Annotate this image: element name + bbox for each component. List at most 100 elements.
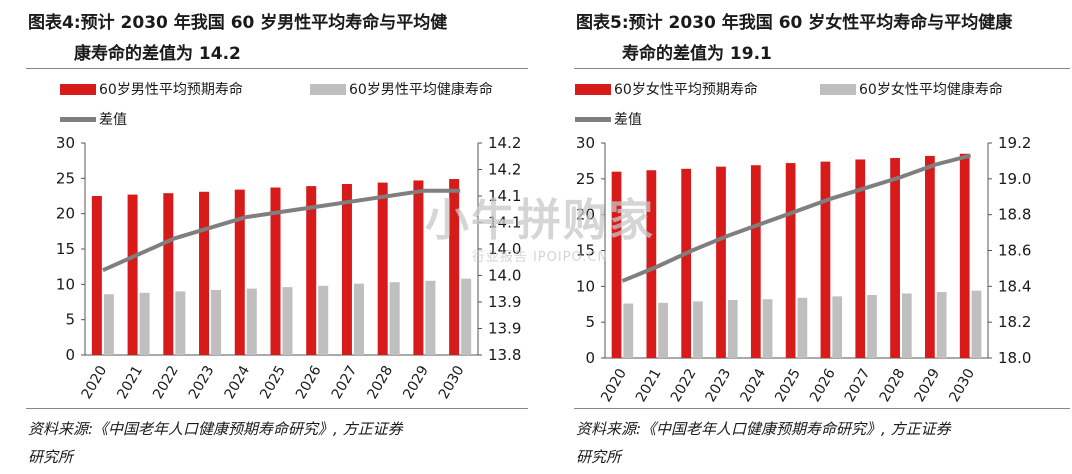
bar-left-series1 [413, 180, 424, 355]
x-tick-label: 2026 [293, 363, 325, 402]
chart-title-line1: 图表5:预计 2030 年我国 60 岁女性平均寿命与平均健康 [576, 13, 1013, 33]
chart-plot-male: 05101520253013.813.913.914.014.014.114.1… [56, 134, 522, 402]
y-tick-label-right: 13.9 [488, 320, 521, 338]
x-tick-label: 2028 [877, 366, 909, 405]
chart-title-line2: 康寿命的差值为 14.2 [74, 44, 241, 64]
y-tick-label-right: 13.9 [488, 293, 521, 311]
y-tick-label-right: 14.2 [488, 134, 521, 152]
source-line2: 研究所 [28, 448, 74, 466]
y-tick-label-left: 15 [576, 242, 595, 260]
y-tick-label-left: 10 [56, 275, 75, 293]
legend-label-bar1: 60岁女性平均预期寿命 [614, 82, 758, 98]
bar-left-series1 [163, 193, 174, 355]
legend-label-line: 差值 [614, 112, 642, 128]
y-tick-label-right: 18.0 [998, 349, 1031, 367]
bar-left-series1 [270, 187, 281, 355]
y-tick-label-right: 14.2 [488, 161, 521, 179]
y-tick-label-right: 14.0 [488, 267, 521, 285]
bar-left-series1 [750, 165, 761, 358]
bar-left-series1 [91, 196, 102, 355]
bar-left-series2 [971, 290, 982, 358]
chart-source: 资料来源:《中国老年人口健康预期寿命研究》, 方正证券 研究所 [28, 415, 528, 471]
x-tick-label: 2029 [912, 366, 944, 405]
legend-swatch-bar2 [820, 83, 856, 95]
x-tick-label: 2027 [329, 363, 361, 402]
y-tick-label-right: 18.6 [998, 242, 1031, 260]
x-tick-label: 2026 [807, 366, 839, 405]
bar-left-series2 [797, 297, 808, 358]
x-tick-label: 2025 [257, 363, 289, 402]
x-tick-label: 2030 [946, 366, 978, 405]
chart-panel-female: 图表5:预计 2030 年我国 60 岁女性平均寿命与平均健康 寿命的差值为 1… [548, 0, 1072, 474]
bar-left-series2 [353, 283, 364, 355]
bar-left-series1 [959, 153, 970, 358]
x-tick-label: 2028 [364, 363, 396, 402]
legend-label-bar1: 60岁男性平均预期寿命 [99, 82, 243, 98]
x-tick-label: 2021 [114, 363, 146, 402]
legend-item-bar1: 60岁女性平均预期寿命 [575, 79, 758, 99]
bar-left-series1 [306, 186, 317, 355]
x-tick-label: 2020 [598, 366, 630, 405]
chart-title: 图表4:预计 2030 年我国 60 岁男性平均寿命与平均健 康寿命的差值为 1… [28, 8, 518, 70]
legend-label-bar2: 60岁女性平均健康寿命 [859, 82, 1003, 98]
legend-item-bar1: 60岁男性平均预期寿命 [60, 79, 243, 99]
y-tick-label-right: 19.0 [998, 170, 1031, 188]
bar-left-series2 [867, 294, 877, 358]
line-series-diff [102, 188, 461, 273]
bar-left-series2 [832, 296, 843, 358]
source-line1: 资料来源:《中国老年人口健康预期寿命研究》, 方正证券 [28, 420, 403, 438]
y-tick-label-left: 30 [576, 134, 595, 152]
y-tick-label-left: 20 [576, 206, 595, 224]
bottom-rule [574, 408, 1070, 409]
y-tick-label-right: 14.1 [488, 214, 521, 232]
x-tick-label: 2030 [436, 363, 468, 402]
bar-left-series1 [716, 166, 726, 358]
bar-left-series1 [855, 159, 866, 358]
bottom-rule [26, 408, 528, 409]
bar-left-series2 [658, 302, 668, 358]
x-tick-label: 2022 [150, 363, 182, 402]
bar-left-series2 [425, 280, 436, 355]
legend-swatch-line [575, 116, 611, 122]
y-tick-label-right: 18.2 [998, 313, 1031, 331]
source-line1: 资料来源:《中国老年人口健康预期寿命研究》, 方正证券 [576, 420, 951, 438]
bar-left-series1 [890, 158, 900, 358]
x-tick-label: 2023 [703, 366, 735, 405]
chart-title: 图表5:预计 2030 年我国 60 岁女性平均寿命与平均健康 寿命的差值为 1… [576, 8, 1066, 70]
bar-left-series2 [139, 292, 150, 355]
chart-plot-female: 05101520253018.018.218.418.618.819.019.2… [576, 134, 1032, 405]
legend-item-line: 差值 [60, 109, 127, 129]
x-tick-label: 2024 [737, 366, 769, 405]
bar-left-series1 [199, 191, 210, 355]
y-tick-label-left: 20 [56, 205, 75, 223]
y-tick-label-left: 5 [585, 313, 595, 331]
bar-left-series2 [318, 285, 329, 355]
y-tick-label-left: 25 [56, 169, 75, 187]
bar-left-series2 [623, 303, 634, 358]
x-tick-label: 2023 [186, 363, 218, 402]
y-tick-label-left: 30 [56, 134, 75, 152]
legend-swatch-bar2 [310, 83, 346, 95]
bar-left-series1 [234, 189, 245, 355]
x-tick-label: 2025 [772, 366, 804, 405]
x-tick-label: 2020 [79, 363, 111, 402]
bar-left-series1 [449, 179, 460, 355]
bar-left-series2 [936, 292, 947, 358]
y-tick-label-left: 10 [576, 277, 595, 295]
bar-left-series2 [282, 287, 293, 355]
y-tick-label-left: 25 [576, 170, 595, 188]
y-tick-label-left: 15 [56, 240, 75, 258]
chart-title-line1: 图表4:预计 2030 年我国 60 岁男性平均寿命与平均健 [28, 13, 448, 33]
chart-title-line2: 寿命的差值为 19.1 [622, 44, 772, 64]
legend-label-line: 差值 [99, 112, 127, 128]
bar-left-series2 [103, 294, 114, 355]
x-tick-label: 2029 [400, 363, 432, 402]
bar-left-series1 [341, 183, 352, 355]
bar-left-series2 [461, 278, 472, 355]
legend-item-bar2: 60岁男性平均健康寿命 [310, 79, 493, 99]
legend-label-bar2: 60岁男性平均健康寿命 [349, 82, 493, 98]
bar-left-series1 [611, 171, 622, 358]
bar-left-series1 [127, 194, 138, 355]
x-tick-label: 2022 [668, 366, 700, 405]
source-line2: 研究所 [576, 448, 622, 466]
